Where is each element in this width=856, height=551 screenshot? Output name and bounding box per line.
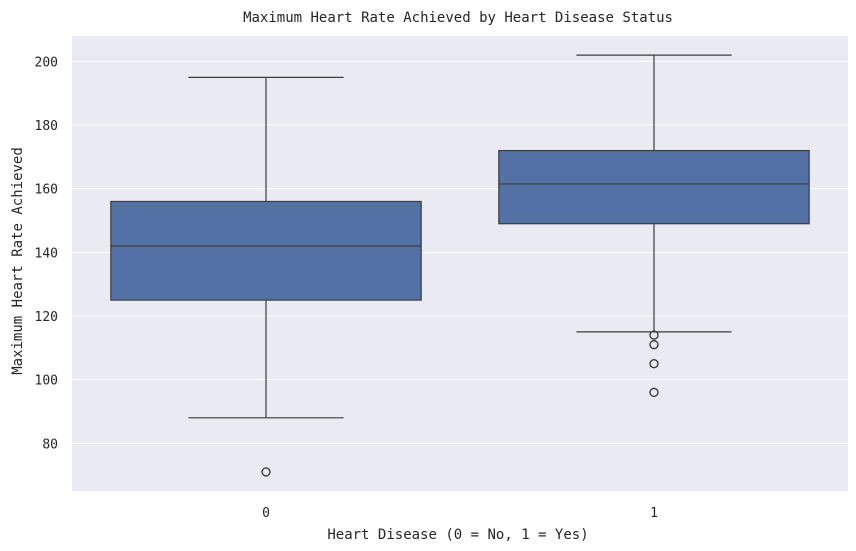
iqr-box [498, 149, 810, 225]
y-tick-label-80: 80 [42, 437, 58, 452]
boxes [110, 54, 810, 477]
iqr-box [110, 200, 422, 301]
y-tick-label-200: 200 [35, 55, 58, 70]
y-tick-label-120: 120 [35, 310, 58, 325]
y-tick-label-140: 140 [35, 246, 58, 261]
y-axis-label: Maximum Heart Rate Achieved [10, 147, 26, 375]
outlier-point [261, 467, 271, 477]
y-tick-label-100: 100 [35, 374, 58, 389]
outlier-point [649, 387, 659, 398]
box-group-1 [498, 54, 810, 398]
outlier-point [649, 330, 659, 340]
x-tick-label-0: 0 [262, 506, 270, 521]
chart-title: Maximum Heart Rate Achieved by Heart Dis… [243, 10, 673, 26]
x-axis-label: Heart Disease (0 = No, 1 = Yes) [327, 527, 588, 543]
x-tick-label-1: 1 [650, 506, 658, 521]
box-group-0 [110, 76, 422, 477]
outlier-point [649, 339, 659, 350]
y-tick-label-180: 180 [35, 119, 58, 134]
y-tick-label-160: 160 [35, 183, 58, 198]
y-axis-ticks: 80 100 120 140 160 180 200 [35, 55, 58, 452]
outlier-point [649, 359, 659, 369]
